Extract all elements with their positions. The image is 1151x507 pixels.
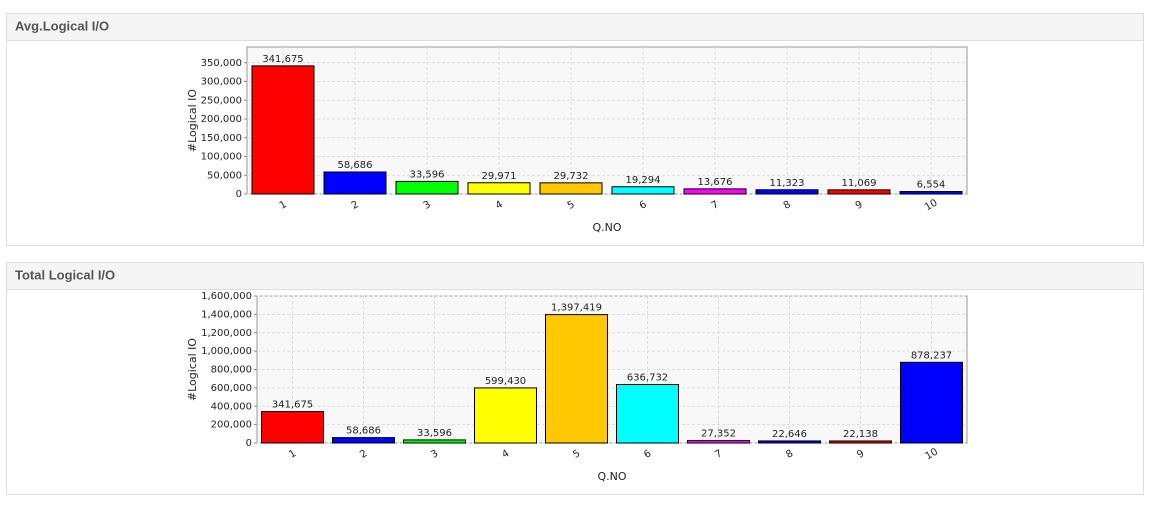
- y-tick-label: 200,000: [211, 420, 252, 431]
- x-tick-label: 7: [713, 448, 724, 461]
- value-label: 1,397,419: [551, 303, 602, 314]
- bar: [899, 191, 963, 195]
- x-tick-label: 5: [571, 448, 582, 461]
- x-tick-label: 6: [638, 199, 649, 212]
- bar: [539, 182, 603, 195]
- value-label: 11,323: [770, 178, 805, 189]
- y-tick-label: 1,200,000: [201, 328, 252, 339]
- bar: [829, 440, 892, 444]
- value-label: 29,971: [482, 171, 517, 182]
- x-tick-label: 1: [287, 448, 298, 461]
- value-label: 6,554: [917, 180, 946, 191]
- value-label: 29,732: [554, 171, 589, 182]
- y-tick-label: 100,000: [201, 152, 242, 163]
- x-tick-label: 1: [278, 199, 289, 212]
- value-label: 11,069: [842, 178, 877, 189]
- y-tick-label: 150,000: [201, 133, 242, 144]
- y-tick-label: 200,000: [201, 114, 242, 125]
- bar: [827, 189, 891, 195]
- y-tick-label: 300,000: [201, 77, 242, 88]
- x-tick-label: 9: [855, 448, 866, 461]
- value-label: 878,237: [911, 350, 952, 361]
- bar: [758, 440, 821, 444]
- bar: [467, 182, 531, 195]
- y-tick-label: 600,000: [211, 383, 252, 394]
- value-label: 341,675: [272, 400, 313, 411]
- bar: [900, 361, 963, 444]
- x-tick-label: 5: [566, 199, 577, 212]
- bar: [323, 171, 387, 195]
- x-tick-label: 2: [358, 448, 369, 461]
- x-axis-label: Q.NO: [597, 470, 626, 483]
- y-tick-label: 1,000,000: [201, 346, 252, 357]
- bar: [474, 387, 537, 444]
- bar: [683, 188, 747, 195]
- x-tick-label: 3: [422, 199, 433, 212]
- bar: [332, 437, 395, 444]
- y-tick-label: 1,400,000: [201, 309, 252, 320]
- x-tick-label: 3: [429, 448, 440, 461]
- y-tick-label: 800,000: [211, 365, 252, 376]
- value-label: 19,294: [626, 175, 661, 186]
- bar: [545, 314, 608, 444]
- bar: [755, 189, 819, 195]
- y-tick-label: 400,000: [211, 401, 252, 412]
- bar: [251, 65, 315, 195]
- bar: [616, 384, 679, 444]
- value-label: 22,138: [843, 429, 878, 440]
- value-label: 599,430: [485, 376, 526, 387]
- bar: [611, 186, 675, 195]
- x-tick-label: 8: [782, 199, 793, 212]
- x-axis-label: Q.NO: [592, 221, 621, 234]
- y-tick-label: 0: [246, 438, 252, 449]
- y-tick-label: 50,000: [207, 170, 242, 181]
- panel-title: Total Logical I/O: [15, 267, 115, 282]
- bar: [403, 439, 466, 444]
- value-label: 13,676: [698, 177, 733, 188]
- y-axis-label: #Logical IO: [186, 338, 199, 402]
- value-label: 27,352: [701, 428, 736, 439]
- bar: [261, 411, 324, 444]
- value-label: 636,732: [627, 373, 668, 384]
- panel-header: [6, 13, 1144, 41]
- x-tick-label: 9: [854, 199, 865, 212]
- panel-header: [6, 262, 1144, 290]
- x-tick-label: 4: [500, 448, 511, 461]
- value-label: 58,686: [338, 160, 373, 171]
- plot-area: [246, 46, 968, 195]
- x-tick-label: 8: [784, 448, 795, 461]
- bar: [395, 180, 459, 195]
- y-axis-label: #Logical IO: [186, 89, 199, 153]
- value-label: 33,596: [410, 169, 445, 180]
- value-label: 341,675: [262, 54, 303, 65]
- y-tick-label: 350,000: [201, 58, 242, 69]
- y-tick-label: 250,000: [201, 95, 242, 106]
- x-tick-label: 4: [494, 199, 505, 212]
- value-label: 58,686: [346, 426, 381, 437]
- x-tick-label: 7: [710, 199, 721, 212]
- x-tick-label: 6: [642, 448, 653, 461]
- y-tick-label: 1,600,000: [201, 291, 252, 302]
- value-label: 22,646: [772, 429, 807, 440]
- x-tick-label: 2: [350, 199, 361, 212]
- bar: [687, 439, 750, 444]
- panel-title: Avg.Logical I/O: [15, 18, 109, 33]
- value-label: 33,596: [417, 428, 452, 439]
- y-tick-label: 0: [236, 189, 242, 200]
